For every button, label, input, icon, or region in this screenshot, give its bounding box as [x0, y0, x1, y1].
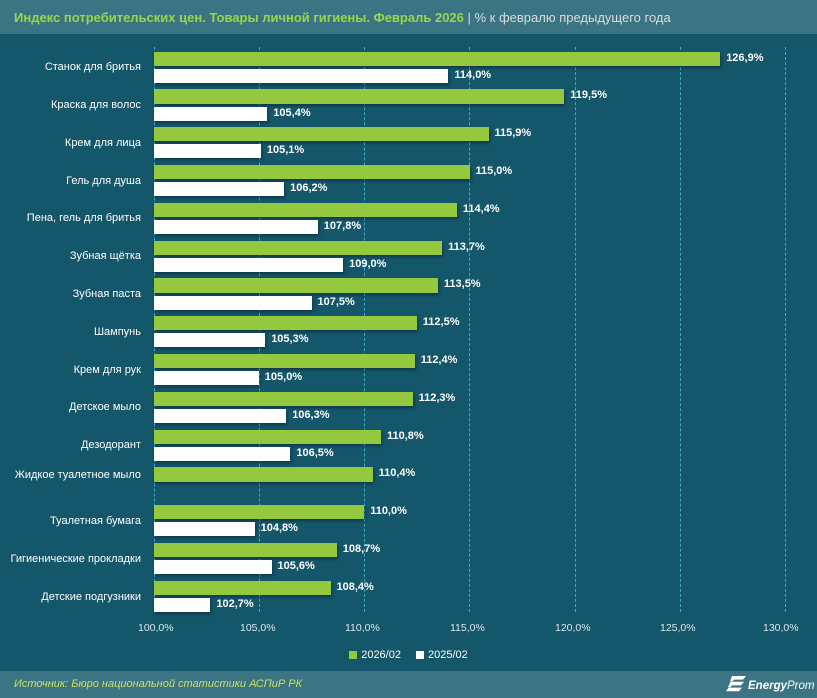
- svg-text:EnergyProm: EnergyProm: [748, 680, 815, 692]
